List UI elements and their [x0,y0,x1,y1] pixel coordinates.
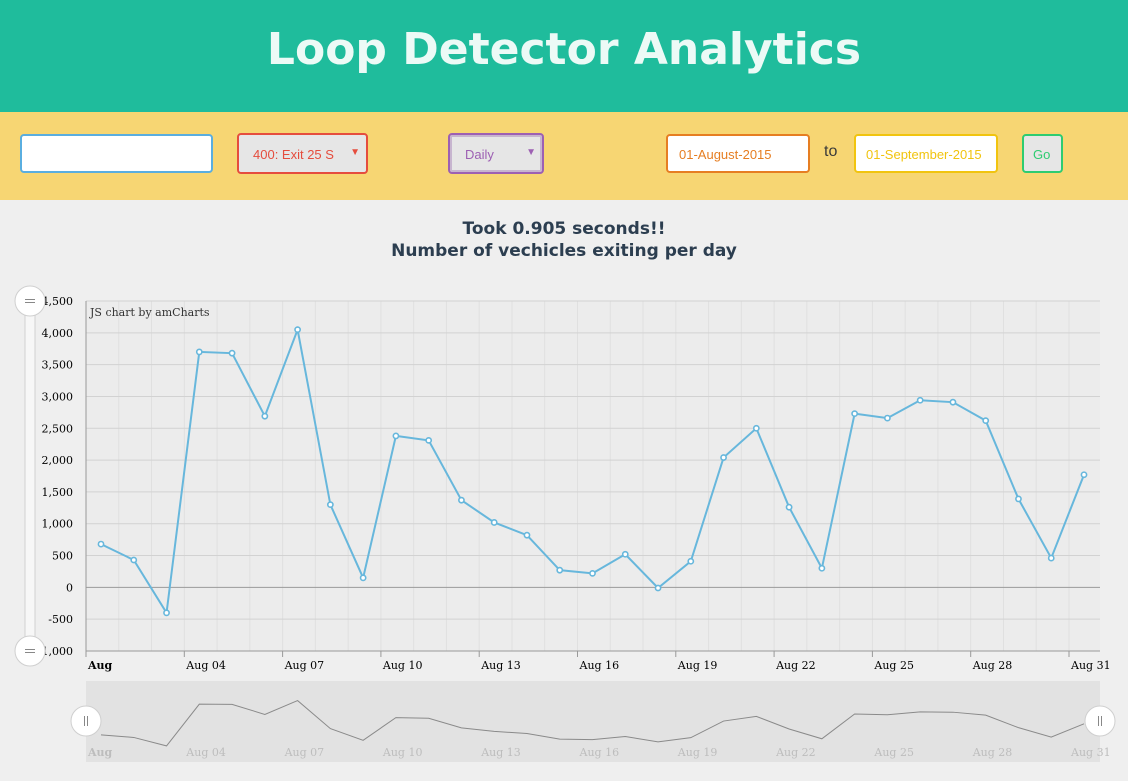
scrollbar-background[interactable] [86,681,1100,762]
y-tick-label: -1,000 [38,645,73,658]
data-point[interactable] [687,557,695,565]
y-tick-label: 4,000 [42,327,74,340]
date-from-input[interactable]: 01-August-2015 [666,134,810,173]
scrollbar-tick-label: Aug 19 [677,746,718,759]
site-select-value: 400: Exit 25 S [253,147,334,162]
data-point[interactable] [130,556,138,564]
scrollbar-tick-label: Aug 22 [775,746,816,759]
frequency-select[interactable]: Daily ▼ [448,133,544,174]
scrollbar-preview-line [100,700,1085,747]
chart-credit: JS chart by amCharts [89,306,210,319]
scrollbar-tick-label: Aug 13 [480,746,521,759]
data-point[interactable] [654,584,662,592]
data-point[interactable] [752,424,760,432]
data-point[interactable] [556,566,564,574]
y-tick-label: 4,500 [42,295,74,308]
data-point[interactable] [621,550,629,558]
x-tick-label: Aug 07 [284,659,325,672]
scrollbar-tick-label: Aug 10 [382,746,423,759]
data-point[interactable] [785,503,793,511]
y-tick-label: 2,000 [42,454,74,467]
y-tick-label: 1,500 [42,486,74,499]
scrollbar-tick-label: Aug 07 [284,746,325,759]
vertical-scrollbar-track[interactable] [24,300,36,652]
x-tick-label: Aug 28 [972,659,1013,672]
y-tick-label: 500 [52,550,73,563]
y-tick-label: -500 [48,613,73,626]
scrollbar-tick-label: Aug 31 [1070,746,1111,759]
x-tick-label: Aug 19 [677,659,718,672]
data-point[interactable] [97,540,105,548]
handle-circle[interactable] [70,705,102,737]
x-tick-label: Aug 13 [480,659,521,672]
x-tick-label: Aug [87,659,113,672]
data-point[interactable] [261,412,269,420]
caret-down-icon: ▼ [350,147,360,158]
app-header: Loop Detector Analytics [0,0,1128,112]
data-point[interactable] [425,436,433,444]
scrollbar-tick-label: Aug 04 [185,746,226,759]
data-point[interactable] [359,574,367,582]
data-point[interactable] [392,432,400,440]
data-point[interactable] [490,519,498,526]
scrollbar-tick-label: Aug 28 [972,746,1013,759]
chart-subtitle: Number of vechicles exiting per day [391,241,737,261]
x-tick-label: Aug 16 [579,659,620,672]
x-tick-label: Aug 25 [873,659,914,672]
handle-circle[interactable] [1084,705,1116,737]
to-label: to [824,143,838,160]
scrollbar-tick-label: Aug 16 [579,746,620,759]
date-to-input[interactable]: 01-September-2015 [854,134,998,173]
data-point[interactable] [523,531,531,539]
scrollbar-handle-right[interactable] [1084,705,1116,737]
data-point[interactable] [982,417,990,425]
search-input[interactable] [20,134,213,173]
data-point[interactable] [851,410,859,418]
handle-circle[interactable] [14,285,46,317]
data-point[interactable] [589,569,596,577]
scrollbar-tick-label: Aug [87,746,113,759]
data-point[interactable] [228,349,236,357]
data-point[interactable] [458,496,465,504]
go-button[interactable]: Go [1022,134,1063,173]
x-tick-label: Aug 22 [775,659,816,672]
data-point[interactable] [1047,554,1055,562]
data-point[interactable] [884,414,891,422]
data-point[interactable] [326,501,334,509]
site-select[interactable]: 400: Exit 25 S ▼ [237,133,368,174]
data-point[interactable] [1080,471,1088,479]
y-tick-label: 3,500 [42,359,74,372]
x-tick-label: Aug 10 [382,659,423,672]
x-tick-label: Aug 04 [185,659,226,672]
data-point[interactable] [195,348,203,356]
handle-circle[interactable] [14,635,46,667]
plot-area: 4,500 4,000 3,500 3,000 2,500 2,000 1,500 1,000… [38,295,1111,672]
data-point[interactable] [916,396,924,404]
controls-bar: 400: Exit 25 S ▼ Daily ▼ 01-August-2015 … [0,112,1128,200]
data-point[interactable] [818,564,826,572]
data-point[interactable] [1015,495,1022,503]
app-title: Loop Detector Analytics [266,24,862,75]
scrollbar-tick-label: Aug 25 [873,746,914,759]
scrollbar-handle-left[interactable] [70,705,102,737]
data-point[interactable] [163,609,170,617]
timing-text: Took 0.905 seconds!! [462,219,666,239]
y-tick-label: 3,000 [42,390,74,403]
data-point[interactable] [949,398,957,406]
caret-down-icon: ▼ [526,147,536,158]
plot-background [86,301,1100,651]
data-point[interactable] [720,454,727,461]
vertical-scroll-handle-bottom[interactable] [14,635,46,667]
y-tick-label: 2,500 [42,422,74,435]
data-point[interactable] [294,326,301,334]
chart-titles: Took 0.905 seconds!! Number of vechicles… [0,218,1128,262]
x-tick-label: Aug 31 [1070,659,1111,672]
vertical-scroll-handle-top[interactable] [14,285,46,317]
y-tick-label: 0 [66,581,73,594]
frequency-select-value: Daily [465,147,494,162]
chart-scrollbar[interactable]: Aug Aug 04 Aug 07 Aug 10 Aug 13 Aug 16 Aug 19 A… [86,681,1111,762]
vertical-scrollbar[interactable] [24,300,36,652]
y-tick-label: 1,000 [42,518,74,531]
